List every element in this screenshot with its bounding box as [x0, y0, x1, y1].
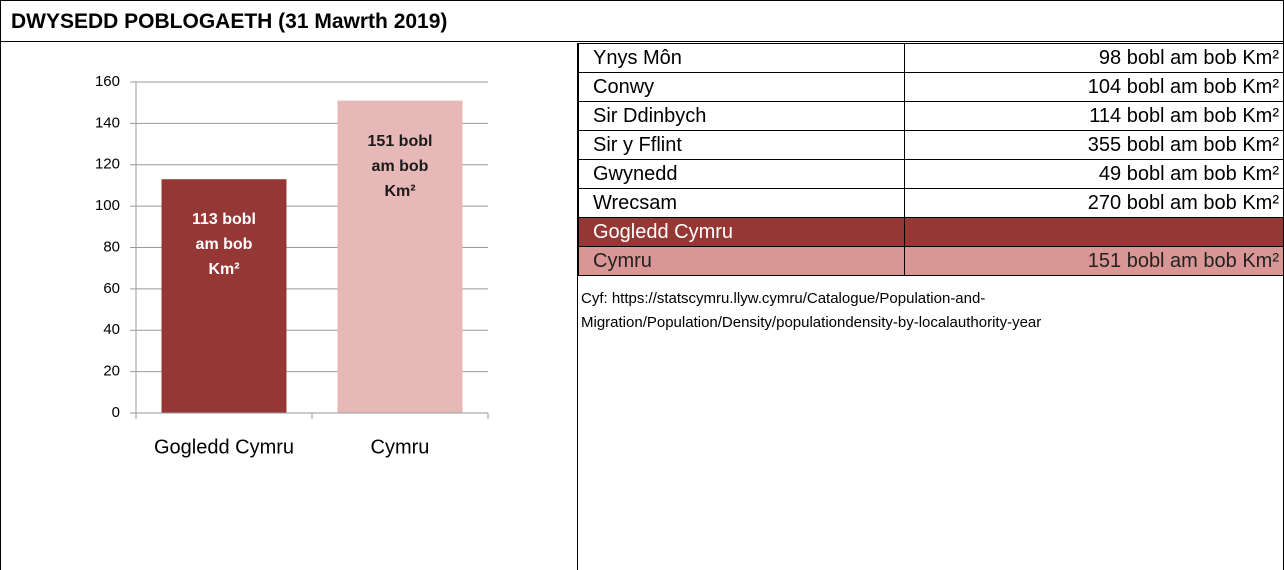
value-cell: 270 bobl am bob Km²: [904, 188, 1283, 218]
source-note: Cyf: https://statscymru.llyw.cymru/Catal…: [581, 290, 1042, 331]
table-row: Sir Ddinbych 114 bobl am bob Km²: [578, 101, 1283, 131]
data-label: 151 bobl am bob Km²: [367, 132, 433, 200]
value-cell: 104 bobl am bob Km²: [904, 72, 1283, 102]
data-label: 113 bobl am bob Km²: [191, 211, 256, 279]
x-tick-label: Gogledd Cymru: [154, 436, 294, 458]
value-cell: 151 bobl am bob Km²: [904, 246, 1283, 276]
name-cell: Gwynedd: [578, 159, 905, 189]
name-cell: Sir y Fflint: [578, 130, 905, 160]
bar: [337, 100, 463, 414]
table-row: Ynys Môn 98 bobl am bob Km²: [578, 43, 1283, 73]
title: DWYSEDD POBLOGAETH (31 Mawrth 2019): [1, 1, 1283, 42]
value-cell: 98 bobl am bob Km²: [904, 43, 1283, 73]
y-tick-label: 60: [103, 280, 120, 297]
name-cell: Cymru: [578, 246, 905, 276]
name-cell: Wrecsam: [578, 188, 905, 218]
name-cell: Ynys Môn: [578, 43, 905, 73]
y-tick-label: 140: [95, 114, 120, 131]
divider: [577, 43, 578, 570]
table-row: Gwynedd 49 bobl am bob Km²: [578, 159, 1283, 189]
y-tick-label: 120: [95, 156, 120, 173]
name-cell: Sir Ddinbych: [578, 101, 905, 131]
table-row: Wrecsam 270 bobl am bob Km²: [578, 188, 1283, 218]
bar: [161, 179, 287, 413]
value-cell: [904, 217, 1283, 247]
data-label-box: 113 bobl am bob Km²: [191, 211, 256, 279]
x-tick-label: Cymru: [371, 436, 430, 458]
name-cell: Gogledd Cymru: [578, 217, 905, 247]
value-cell: 355 bobl am bob Km²: [904, 130, 1283, 160]
chart: 0 20 40 60 80 100 120 140 160 Gogledd Cymru 113 bo…: [95, 73, 489, 458]
table: Ynys Môn 98 bobl am bob Km² Conwy 104 bobl …: [578, 43, 1283, 276]
table-row: Cymru 151 bobl am bob Km²: [578, 246, 1283, 276]
y-tick-label: 160: [95, 73, 120, 90]
y-tick-label: 0: [112, 404, 120, 421]
name-cell: Conwy: [578, 72, 905, 102]
data-label-box: 151 bobl am bob Km²: [367, 132, 433, 200]
y-tick-label: 20: [103, 363, 120, 380]
table-row: Conwy 104 bobl am bob Km²: [578, 72, 1283, 102]
value-cell: 49 bobl am bob Km²: [904, 159, 1283, 189]
y-tick-label: 80: [103, 238, 120, 255]
table-row: Gogledd Cymru: [578, 217, 1283, 247]
y-tick-label: 100: [95, 197, 120, 214]
y-tick-label: 40: [103, 321, 120, 338]
value-cell: 114 bobl am bob Km²: [904, 101, 1283, 131]
table-row: Sir y Fflint 355 bobl am bob Km²: [578, 130, 1283, 160]
